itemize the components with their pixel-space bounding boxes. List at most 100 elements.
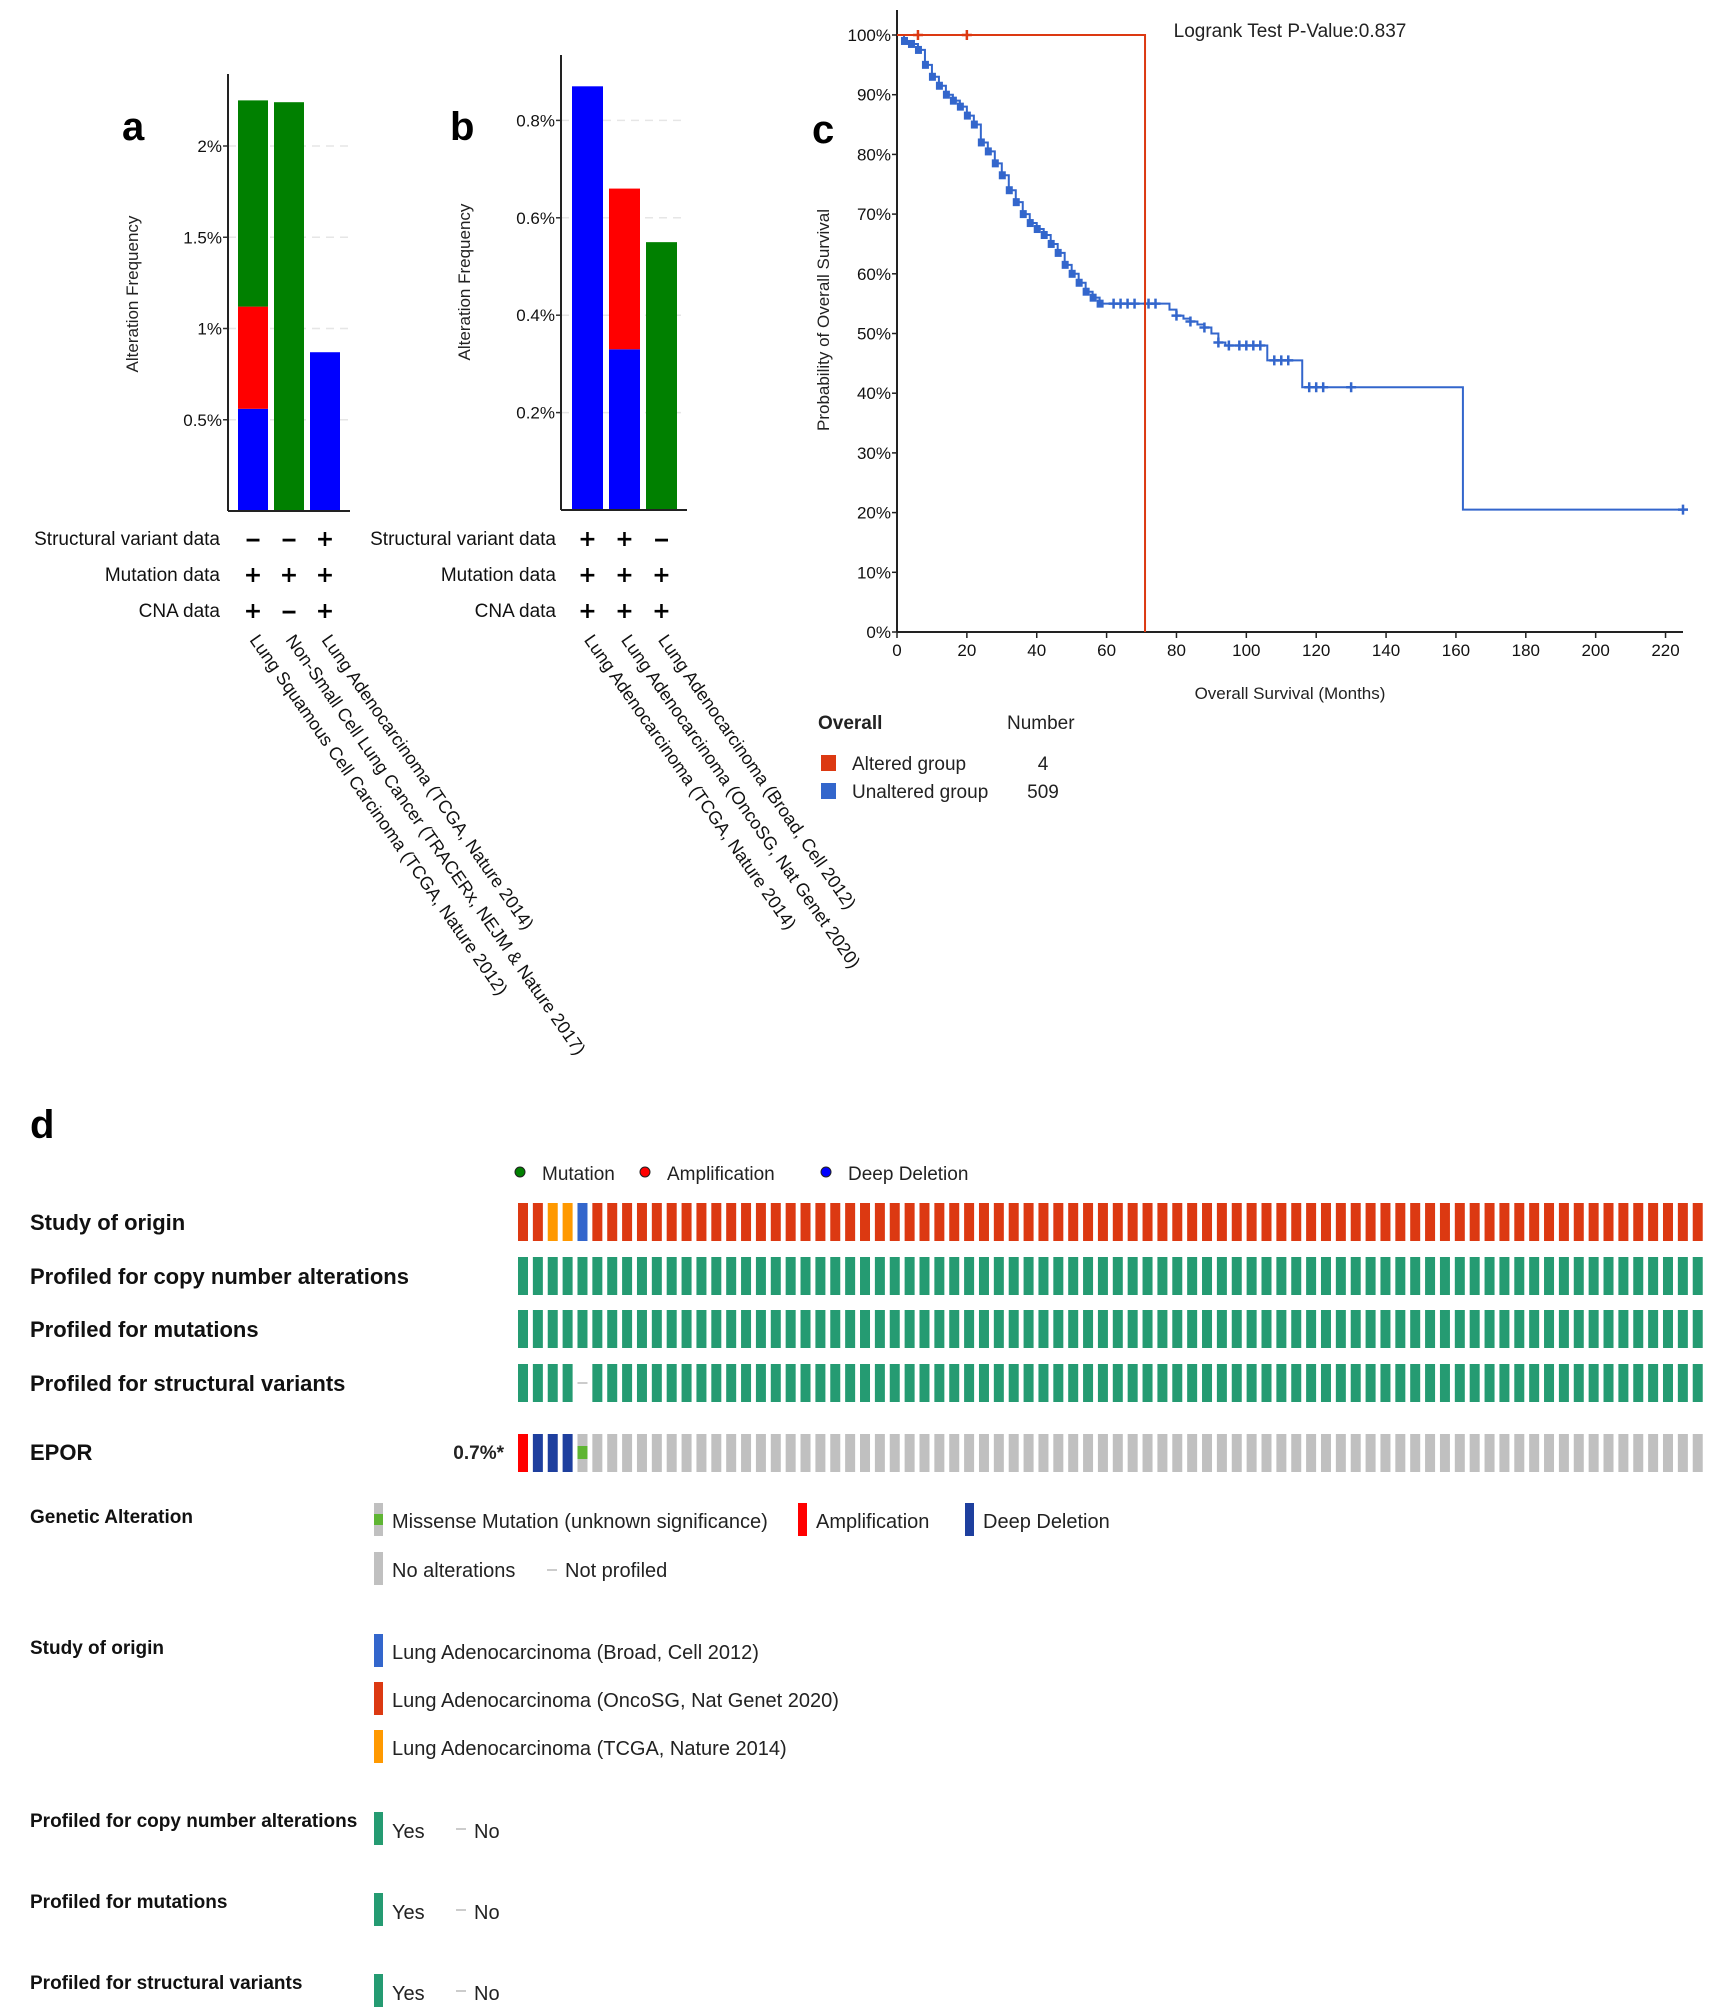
cell-profiled-sv [1068, 1364, 1079, 1402]
y-axis-title: Alteration Frequency [455, 203, 474, 360]
cell-study-oncosg [1231, 1203, 1242, 1241]
cell-profiled-cna [741, 1257, 752, 1295]
cell-profiled-mut [964, 1310, 975, 1348]
cell-profiled-mut [1306, 1310, 1317, 1348]
cell-study-oncosg [1529, 1203, 1540, 1241]
cell-study-oncosg [874, 1203, 885, 1241]
cell-profiled-cna [1083, 1257, 1094, 1295]
cell-profiled-sv [1291, 1364, 1302, 1402]
legend-label: Missense Mutation (unknown significance) [392, 1511, 768, 1533]
cell-profiled-cna [607, 1257, 618, 1295]
cell-study-oncosg [815, 1203, 826, 1241]
cell-study-oncosg [1306, 1203, 1317, 1241]
legend-label: Unaltered group [852, 782, 988, 803]
cell-profiled-cna [860, 1257, 871, 1295]
plus-icon: + [578, 599, 596, 624]
cell-profiled-sv [815, 1364, 826, 1402]
cell-study-oncosg [978, 1203, 989, 1241]
cell-profiled-sv [1097, 1364, 1108, 1402]
cell-epor-none [1380, 1434, 1391, 1472]
cell-epor-none [1618, 1434, 1629, 1472]
cell-profiled-cna [1410, 1257, 1421, 1295]
cell-profiled-sv [1662, 1364, 1673, 1402]
censor-mark [1089, 293, 1097, 302]
legend-label-yes: Yes [392, 1902, 425, 1924]
cell-study-oncosg [1395, 1203, 1406, 1241]
cell-study-tcga [547, 1203, 558, 1241]
censor-mark [956, 102, 964, 111]
cell-profiled-sv [741, 1364, 752, 1402]
y-tick-label: 0.8% [516, 111, 555, 130]
cell-study-oncosg [1425, 1203, 1436, 1241]
cell-profiled-cna [978, 1257, 989, 1295]
category-label: Lung Adenocarcinoma (OncoSG, Nat Genet 2… [617, 631, 864, 972]
oncoprint: Mutation Amplification Deep Deletion Study … [30, 1164, 1703, 2007]
cell-profiled-cna [993, 1257, 1004, 1295]
cell-profiled-cna [1276, 1257, 1287, 1295]
cell-profiled-cna [1380, 1257, 1391, 1295]
cell-profiled-cna [1097, 1257, 1108, 1295]
cell-study-oncosg [741, 1203, 752, 1241]
cell-profiled-sv [1648, 1364, 1659, 1402]
cell-profiled-sv [562, 1364, 573, 1402]
cell-study-broad [577, 1203, 588, 1241]
cell-study-oncosg [1187, 1203, 1198, 1241]
cell-profiled-mut [1499, 1310, 1510, 1348]
cell-profiled-mut [1172, 1310, 1183, 1348]
cell-epor-none [1395, 1434, 1406, 1472]
cell-study-oncosg [1008, 1203, 1019, 1241]
censor-mark [1082, 287, 1090, 296]
cell-profiled-sv [860, 1364, 871, 1402]
cell-study-oncosg [1053, 1203, 1064, 1241]
cell-profiled-mut [919, 1310, 930, 1348]
legend-label: Deep Deletion [983, 1511, 1110, 1533]
cell-profiled-sv [1529, 1364, 1540, 1402]
cell-epor-none [1633, 1434, 1644, 1472]
track-label-mut: Profiled for mutations [30, 1317, 259, 1342]
cell-profiled-mut [934, 1310, 945, 1348]
chart-b-bar: 0.2% 0.4% 0.6% 0.8% Alteration Frequency Stru… [370, 55, 864, 972]
cell-epor-none [1187, 1434, 1198, 1472]
cell-profiled-mut [636, 1310, 647, 1348]
censor-mark [900, 36, 908, 45]
x-axis-title: Overall Survival (Months) [1195, 684, 1386, 703]
cell-profiled-mut [1350, 1310, 1361, 1348]
cell-study-oncosg [934, 1203, 945, 1241]
cell-profiled-sv [800, 1364, 811, 1402]
cell-profiled-sv [845, 1364, 856, 1402]
cell-study-oncosg [1083, 1203, 1094, 1241]
cell-profiled-mut [755, 1310, 766, 1348]
legend-title-profiled: Profiled for copy number alterations [30, 1811, 357, 1832]
cell-profiled-cna [800, 1257, 811, 1295]
cell-epor-none [1662, 1434, 1673, 1472]
cell-study-oncosg [770, 1203, 781, 1241]
cell-profiled-cna [1350, 1257, 1361, 1295]
cell-profiled-mut [1068, 1310, 1079, 1348]
cell-profiled-sv [532, 1364, 543, 1402]
cell-study-oncosg [1648, 1203, 1659, 1241]
cell-profiled-cna [949, 1257, 960, 1295]
cell-profiled-mut [1439, 1310, 1450, 1348]
cell-profiled-sv [1365, 1364, 1376, 1402]
censor-mark [1096, 299, 1104, 308]
cell-study-oncosg [1335, 1203, 1346, 1241]
cell-profiled-cna [1365, 1257, 1376, 1295]
legend-dot-mutation [514, 1166, 526, 1178]
legend-swatch-yes [374, 1812, 383, 1845]
censor-mark [942, 90, 950, 99]
cell-profiled-mut [1097, 1310, 1108, 1348]
cell-epor-none [785, 1434, 796, 1472]
cell-profiled-cna [785, 1257, 796, 1295]
cell-profiled-cna [622, 1257, 633, 1295]
cell-profiled-cna [889, 1257, 900, 1295]
cell-study-oncosg [1127, 1203, 1138, 1241]
censor-mark [1026, 219, 1034, 228]
cell-epor-none [1320, 1434, 1331, 1472]
cell-profiled-cna [696, 1257, 707, 1295]
cell-profiled-cna [1306, 1257, 1317, 1295]
x-tick-label: 220 [1651, 641, 1679, 660]
cell-profiled-sv [755, 1364, 766, 1402]
legend-label: Amplification [816, 1511, 929, 1533]
cell-study-oncosg [1469, 1203, 1480, 1241]
plus-icon: + [280, 563, 298, 588]
